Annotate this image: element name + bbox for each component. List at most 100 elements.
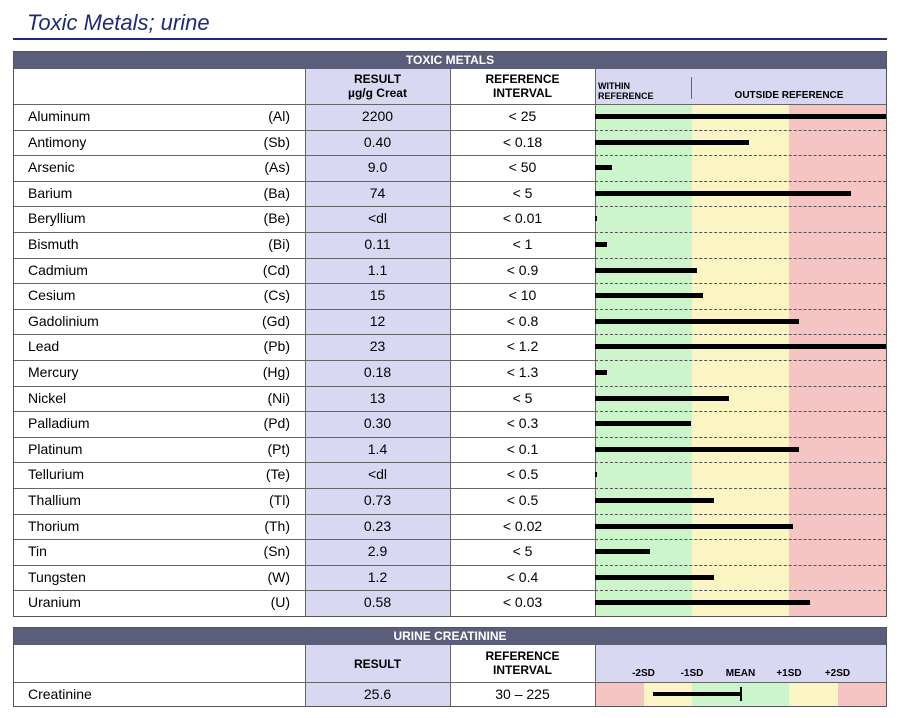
row-rule [14,257,595,259]
result-column-header: RESULT [353,657,402,671]
reference-interval: < 1.2 [506,338,539,355]
metal-symbol: (Hg) [262,364,290,380]
outside-reference-header: OUTSIDE REFERENCE [734,90,844,101]
metal-symbol: (Tl) [269,492,290,508]
reference-interval: < 1 [512,236,533,252]
column-divider [450,69,451,616]
level-bar [595,139,750,145]
page-title: Toxic Metals; urine [27,10,210,35]
level-bar [595,242,607,247]
row-rule [14,539,595,541]
row-dash-rule [595,155,886,157]
level-bar [595,216,597,222]
metal-symbol: (U) [270,594,290,611]
row-rule [14,334,595,336]
result-value: 0.11 [364,236,391,252]
header-bottom-rule [14,682,886,683]
reference-interval: < 5 [512,184,533,201]
scale-header-shade [595,645,886,682]
table-row: Cesium (Cs) 15 < 10 [14,283,886,309]
result-value: 12 [369,312,386,329]
row-rule [14,180,595,182]
within-header-line: WITHIN [598,81,630,91]
column-divider [305,645,306,706]
scale-zone-outer [837,682,886,706]
row-dash-rule [595,308,886,310]
row-dash-rule [595,488,886,489]
metal-symbol: (Te) [265,466,290,483]
row-dash-rule [595,232,886,233]
creatinine-range-endcap [739,687,742,701]
table-row: Platinum (Pt) 1.4 < 0.1 [14,437,886,463]
row-rule [14,411,595,413]
level-bar [595,395,729,401]
header-bottom-rule [14,104,886,105]
table-row: Tungsten (W) 1.2 < 0.4 [14,565,886,591]
creatinine-reference: 30 – 225 [495,686,550,702]
creatinine-result: 25.6 [363,686,392,702]
result-value: 1.1 [367,261,388,278]
result-value: 0.40 [363,133,392,150]
toxic-metals-table: TOXIC METALS RESULT µg/g Creat REFERENCE IN… [13,51,887,617]
result-value: 2.9 [367,543,388,560]
row-rule [14,590,595,592]
row-dash-rule [595,180,886,182]
metal-symbol: (Sn) [263,543,290,560]
metal-symbol: (Be) [263,210,290,227]
reference-header-line: INTERVAL [493,663,552,677]
creatinine-name: Creatinine [28,686,92,702]
reference-interval: < 0.01 [502,210,543,227]
table-row: Tellurium (Te) <dl < 0.5 [14,462,886,488]
table-row: Uranium (U) 0.58 < 0.03 [14,590,886,616]
table-row: Cadmium (Cd) 1.1 < 0.9 [14,258,886,284]
result-value: 15 [369,287,386,304]
reference-interval: < 0.03 [502,594,543,611]
table-row: Barium (Ba) 74 < 5 [14,181,886,207]
table-row: Mercury (Hg) 0.18 < 1.3 [14,360,886,386]
table-row: Lead (Pb) 23 < 1.2 [14,334,886,360]
reference-column-header: REFERENCE INTERVAL [450,649,595,677]
row-dash-rule [595,360,886,361]
row-rule [14,129,595,131]
level-bar [595,344,886,350]
scale-label: +2SD [824,668,851,679]
reference-header-line: REFERENCE [485,72,560,86]
level-bar [595,165,613,171]
column-divider [305,69,306,616]
result-value: 0.23 [363,517,392,534]
table-row: Gadolinium (Gd) 12 < 0.8 [14,309,886,335]
row-rule [14,283,595,285]
scale-zone-mid [789,682,838,706]
row-rule [14,206,595,208]
row-dash-rule [595,257,886,259]
reference-interval: < 0.02 [502,517,543,534]
row-dash-rule [595,206,886,208]
row-dash-rule [595,513,886,515]
level-bar [595,114,886,119]
result-value: <dl [367,210,388,227]
within-header-line: REFERENCE [598,91,654,101]
reference-header-line: REFERENCE [485,649,560,663]
row-dash-rule [595,590,886,592]
result-value: 74 [369,184,386,201]
metal-name: Beryllium [28,210,86,227]
table-row: Antimony (Sb) 0.40 < 0.18 [14,130,886,156]
row-dash-rule [595,334,886,336]
creatinine-range-bar [653,692,741,696]
scale-label: -2SD [632,668,655,679]
result-value: 0.58 [363,594,392,611]
reference-interval: < 5 [512,389,533,406]
table-row: Aluminum (Al) 2200 < 25 [14,104,886,130]
metal-name: Tungsten [28,568,86,585]
table-row: Nickel (Ni) 13 < 5 [14,386,886,412]
reference-interval: < 5 [512,543,533,560]
table-row: Bismuth (Bi) 0.11 < 1 [14,232,886,258]
reference-header-line: INTERVAL [493,86,552,100]
metal-symbol: (As) [264,159,290,176]
metal-symbol: (Cd) [262,261,290,278]
metal-symbol: (Sb) [263,133,290,150]
reference-interval: < 0.3 [506,415,539,432]
table-row: Thorium (Th) 0.23 < 0.02 [14,514,886,540]
row-rule [14,513,595,515]
column-divider [450,645,451,706]
